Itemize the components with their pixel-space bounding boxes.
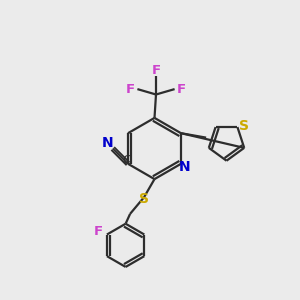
Text: C: C: [123, 154, 131, 167]
Text: F: F: [126, 82, 135, 96]
Text: S: S: [139, 192, 149, 206]
Text: F: F: [177, 82, 186, 96]
Text: F: F: [152, 64, 160, 77]
Text: N: N: [101, 136, 113, 150]
Text: N: N: [179, 160, 190, 174]
Text: F: F: [94, 225, 103, 238]
Text: S: S: [239, 118, 249, 133]
